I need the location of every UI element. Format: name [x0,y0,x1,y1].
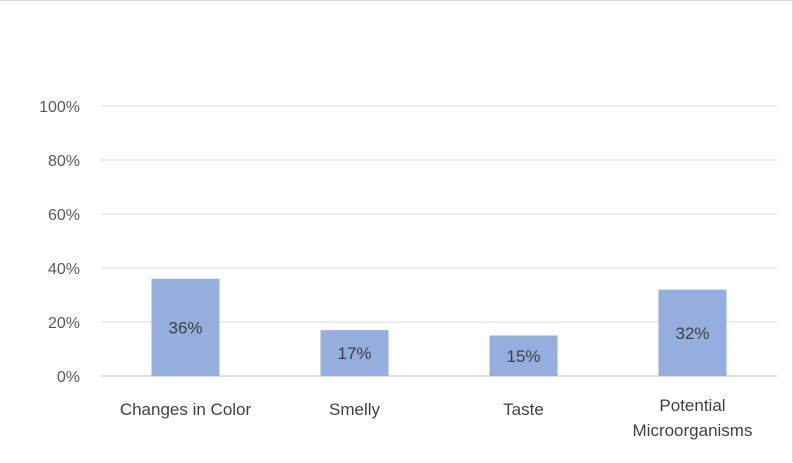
x-category-label-line: Potential [659,396,725,415]
x-category-label-line: Changes in Color [120,400,252,419]
x-category-label-line: Taste [503,400,544,419]
y-tick-label: 60% [48,207,80,224]
data-label: 32% [675,324,709,343]
y-tick-label: 100% [39,99,80,116]
bar [658,289,727,376]
data-label: 17% [337,344,371,363]
x-category-label: Potential Microorganisms [633,396,753,440]
data-label: 36% [168,318,202,337]
y-tick-label: 80% [48,153,80,170]
y-tick-label: 20% [48,315,80,332]
y-tick-label: 0% [57,369,80,386]
data-label: 15% [506,347,540,366]
x-category-label-line: Microorganisms [633,421,753,440]
y-tick-label: 40% [48,261,80,278]
x-category-label: Smelly [329,400,381,419]
x-category-label-line: Smelly [329,400,381,419]
x-category-label: Changes in Color [120,400,252,419]
bar [320,330,389,376]
x-category-label: Taste [503,400,544,419]
bar [151,278,220,376]
bar [489,335,558,376]
